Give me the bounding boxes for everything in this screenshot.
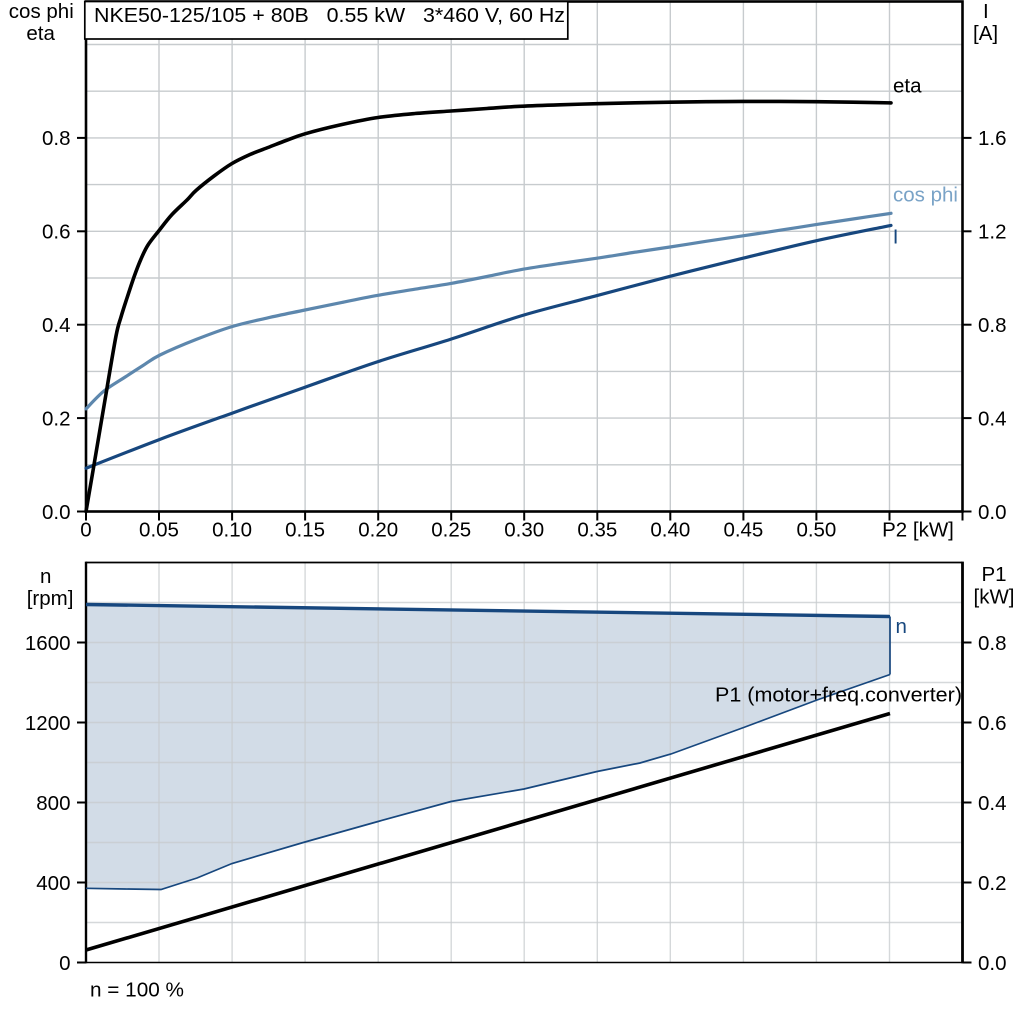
svg-text:0.0: 0.0 xyxy=(978,501,1007,524)
svg-text:0.05: 0.05 xyxy=(139,519,179,542)
svg-text:0.15: 0.15 xyxy=(285,519,325,542)
svg-text:0.50: 0.50 xyxy=(796,519,836,542)
svg-text:0.4: 0.4 xyxy=(978,407,1007,430)
svg-text:1600: 1600 xyxy=(25,632,71,655)
svg-text:P2 [kW]: P2 [kW] xyxy=(882,519,954,542)
svg-text:800: 800 xyxy=(36,792,70,815)
svg-text:0.10: 0.10 xyxy=(212,519,252,542)
svg-text:0.4: 0.4 xyxy=(978,792,1007,815)
svg-text:0: 0 xyxy=(80,519,91,542)
svg-text:0.2: 0.2 xyxy=(42,407,71,430)
svg-text:eta: eta xyxy=(893,75,922,98)
svg-text:I: I xyxy=(893,226,899,249)
svg-text:0.30: 0.30 xyxy=(504,519,544,542)
svg-text:0.35: 0.35 xyxy=(577,519,617,542)
svg-text:n = 100 %: n = 100 % xyxy=(90,979,184,1002)
svg-text:1.2: 1.2 xyxy=(978,221,1007,244)
svg-text:0.2: 0.2 xyxy=(978,872,1007,895)
svg-text:0.40: 0.40 xyxy=(650,519,690,542)
svg-text:0.8: 0.8 xyxy=(978,632,1007,655)
svg-text:0: 0 xyxy=(59,952,70,975)
svg-text:1.6: 1.6 xyxy=(978,127,1007,150)
svg-text:I: I xyxy=(983,0,989,23)
svg-text:P1 (motor+freq.converter): P1 (motor+freq.converter) xyxy=(715,684,962,707)
svg-text:NKE50-125/105 + 80B 0.55 kW: NKE50-125/105 + 80B 0.55 kW 3*460 V, 60 … xyxy=(94,4,565,27)
svg-text:P1: P1 xyxy=(982,563,1007,586)
svg-text:0.8: 0.8 xyxy=(978,314,1007,337)
svg-text:[A]: [A] xyxy=(973,22,998,45)
svg-text:0.8: 0.8 xyxy=(42,127,71,150)
svg-text:0.0: 0.0 xyxy=(978,952,1007,975)
svg-text:0.0: 0.0 xyxy=(42,501,71,524)
svg-text:0.25: 0.25 xyxy=(431,519,471,542)
svg-text:[kW]: [kW] xyxy=(974,586,1015,609)
svg-text:0.6: 0.6 xyxy=(42,221,71,244)
svg-text:0.4: 0.4 xyxy=(42,314,71,337)
svg-text:n: n xyxy=(896,615,907,638)
svg-text:eta: eta xyxy=(26,22,55,45)
svg-text:0.20: 0.20 xyxy=(358,519,398,542)
svg-text:[rpm]: [rpm] xyxy=(27,587,74,610)
svg-text:cos phi: cos phi xyxy=(893,184,958,207)
svg-text:0.6: 0.6 xyxy=(978,712,1007,735)
svg-text:cos phi: cos phi xyxy=(9,0,74,23)
svg-text:1200: 1200 xyxy=(25,712,71,735)
svg-text:400: 400 xyxy=(36,872,70,895)
svg-text:0.45: 0.45 xyxy=(723,519,763,542)
svg-text:n: n xyxy=(40,565,51,588)
